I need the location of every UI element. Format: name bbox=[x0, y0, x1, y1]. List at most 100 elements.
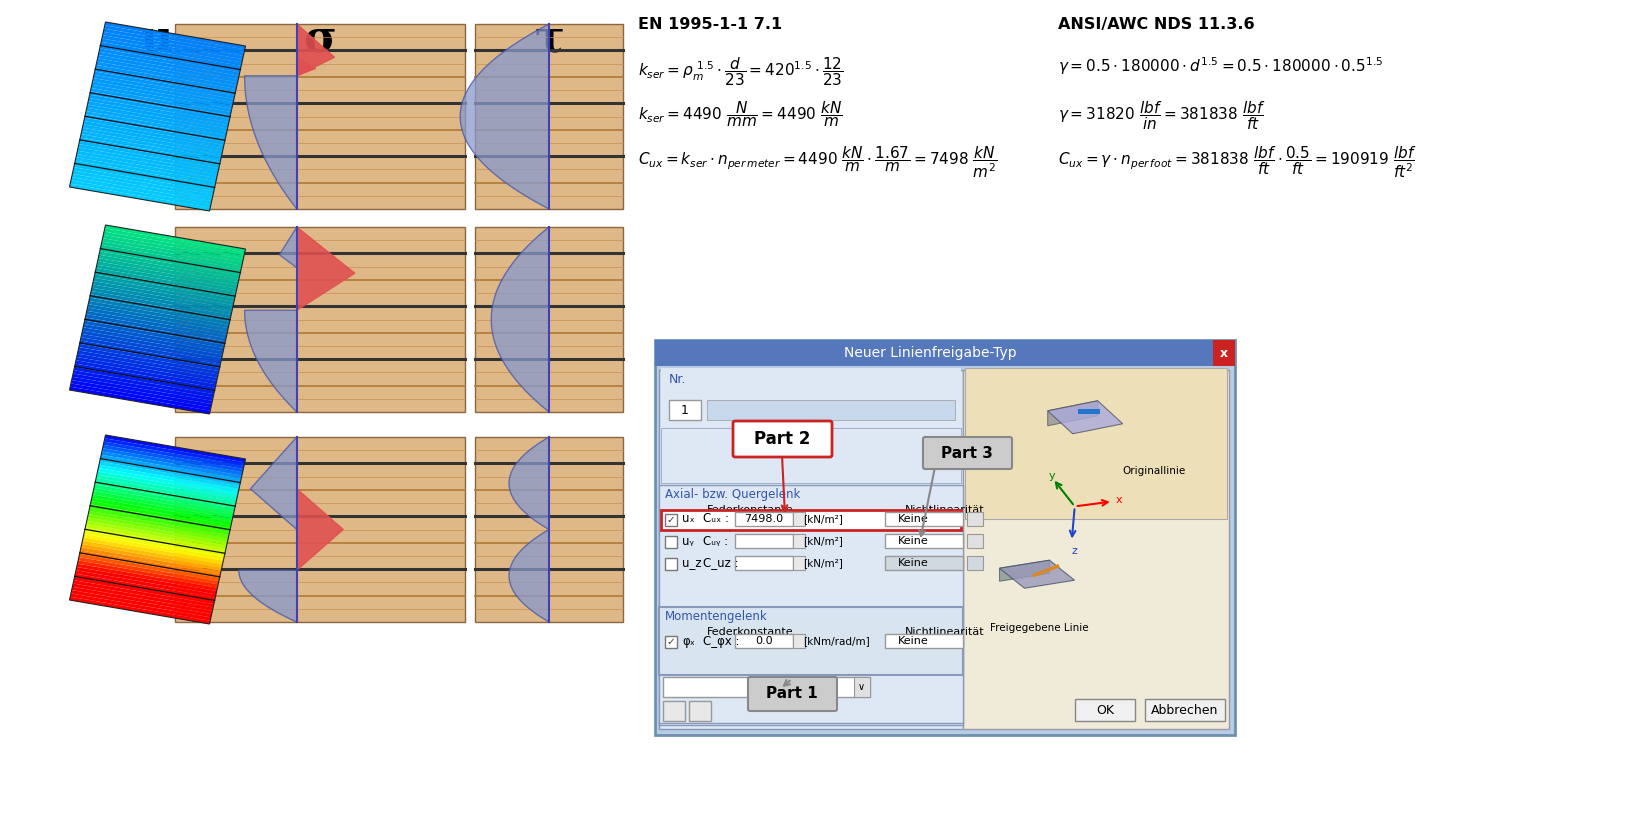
Polygon shape bbox=[99, 465, 238, 492]
Bar bbox=[794, 556, 805, 570]
Text: Neuer Linienfreigabe-Typ: Neuer Linienfreigabe-Typ bbox=[845, 346, 1017, 360]
Text: [kN/m²]: [kN/m²] bbox=[803, 558, 843, 568]
Polygon shape bbox=[82, 124, 223, 152]
Polygon shape bbox=[250, 437, 297, 529]
Bar bbox=[854, 677, 869, 697]
Bar bbox=[656, 340, 1236, 366]
Bar bbox=[665, 536, 677, 548]
Polygon shape bbox=[95, 65, 237, 92]
Polygon shape bbox=[72, 587, 212, 614]
Text: Keine: Keine bbox=[899, 558, 928, 568]
Polygon shape bbox=[74, 574, 215, 600]
Bar bbox=[1145, 699, 1226, 721]
Bar bbox=[706, 400, 955, 420]
Polygon shape bbox=[999, 560, 1075, 588]
Text: $C_{ux} = \gamma \cdot n_{per\,foot} = 381838\ \dfrac{lbf}{ft} \cdot \dfrac{0.5}: $C_{ux} = \gamma \cdot n_{per\,foot} = 3… bbox=[1058, 145, 1416, 181]
Polygon shape bbox=[77, 150, 217, 178]
Polygon shape bbox=[85, 114, 225, 141]
Polygon shape bbox=[102, 239, 243, 266]
Polygon shape bbox=[87, 304, 228, 332]
Polygon shape bbox=[81, 131, 222, 158]
Polygon shape bbox=[81, 544, 222, 571]
Polygon shape bbox=[99, 252, 240, 279]
Polygon shape bbox=[99, 48, 240, 76]
Text: $k_{ser} = \rho_m^{\ 1.5} \cdot \dfrac{d}{23} = 420^{1.5} \cdot \dfrac{12}{23}$: $k_{ser} = \rho_m^{\ 1.5} \cdot \dfrac{d… bbox=[637, 55, 843, 87]
Polygon shape bbox=[90, 88, 232, 115]
Polygon shape bbox=[102, 235, 243, 262]
Bar bbox=[886, 634, 963, 648]
Polygon shape bbox=[82, 538, 223, 565]
Text: $C_{ux} = k_{ser} \cdot n_{per\,meter} = 4490\ \dfrac{kN}{m} \cdot \dfrac{1.67}{: $C_{ux} = k_{ser} \cdot n_{per\,meter} =… bbox=[637, 145, 997, 181]
Polygon shape bbox=[76, 360, 215, 387]
Polygon shape bbox=[85, 108, 227, 135]
Text: x: x bbox=[1221, 346, 1227, 359]
Polygon shape bbox=[72, 373, 214, 401]
Polygon shape bbox=[279, 227, 297, 268]
Polygon shape bbox=[95, 68, 235, 96]
Polygon shape bbox=[104, 29, 245, 56]
Text: Kommentar: Kommentar bbox=[665, 677, 734, 690]
Polygon shape bbox=[94, 275, 235, 301]
Text: 1: 1 bbox=[682, 404, 688, 417]
Polygon shape bbox=[97, 475, 237, 502]
Polygon shape bbox=[102, 32, 243, 59]
Polygon shape bbox=[100, 248, 240, 275]
Polygon shape bbox=[82, 127, 222, 155]
Text: Freigegebene Linie: Freigegebene Linie bbox=[989, 623, 1088, 633]
Polygon shape bbox=[90, 498, 232, 525]
Polygon shape bbox=[102, 35, 243, 62]
Polygon shape bbox=[85, 520, 227, 548]
Polygon shape bbox=[90, 291, 232, 319]
Polygon shape bbox=[76, 570, 215, 597]
Text: 7498.0: 7498.0 bbox=[744, 514, 784, 524]
Text: Keine: Keine bbox=[899, 514, 928, 524]
Polygon shape bbox=[97, 61, 237, 89]
Bar bbox=[794, 512, 805, 526]
Text: y: y bbox=[1048, 471, 1055, 481]
Polygon shape bbox=[81, 134, 222, 162]
Polygon shape bbox=[76, 158, 215, 185]
Bar bbox=[968, 512, 983, 526]
Polygon shape bbox=[79, 137, 220, 165]
Bar bbox=[475, 227, 623, 412]
Polygon shape bbox=[104, 438, 245, 466]
Polygon shape bbox=[99, 462, 240, 489]
Polygon shape bbox=[95, 478, 237, 505]
Polygon shape bbox=[85, 310, 227, 338]
Text: C_uz :: C_uz : bbox=[703, 556, 739, 569]
Polygon shape bbox=[90, 504, 230, 532]
Polygon shape bbox=[71, 380, 212, 408]
Bar bbox=[660, 428, 961, 483]
Polygon shape bbox=[72, 377, 212, 404]
Text: 0.0: 0.0 bbox=[756, 636, 772, 646]
Bar bbox=[1075, 699, 1135, 721]
Polygon shape bbox=[97, 55, 238, 83]
Bar bbox=[176, 24, 465, 209]
Polygon shape bbox=[102, 452, 242, 479]
Text: Nr.: Nr. bbox=[669, 373, 687, 386]
Polygon shape bbox=[89, 297, 230, 325]
Polygon shape bbox=[76, 357, 217, 384]
Text: Cᵤₓ :: Cᵤₓ : bbox=[703, 512, 729, 525]
Polygon shape bbox=[92, 82, 233, 109]
Text: Nichtlinearität: Nichtlinearität bbox=[905, 505, 984, 515]
Text: ANSI/AWC NDS 11.3.6: ANSI/AWC NDS 11.3.6 bbox=[1058, 17, 1255, 32]
Text: $k_{ser} = 4490\ \dfrac{N}{mm} = 4490\ \dfrac{kN}{m}$: $k_{ser} = 4490\ \dfrac{N}{mm} = 4490\ \… bbox=[637, 99, 843, 129]
Polygon shape bbox=[95, 271, 235, 298]
Polygon shape bbox=[97, 58, 238, 86]
Text: Part 3: Part 3 bbox=[941, 445, 992, 461]
Text: Momentengelenk: Momentengelenk bbox=[665, 610, 767, 623]
Polygon shape bbox=[92, 284, 233, 312]
Polygon shape bbox=[82, 328, 223, 355]
Polygon shape bbox=[89, 301, 228, 328]
Polygon shape bbox=[69, 386, 210, 414]
Polygon shape bbox=[1048, 401, 1098, 426]
Polygon shape bbox=[84, 324, 223, 351]
Bar bbox=[964, 368, 1227, 519]
Polygon shape bbox=[72, 167, 214, 194]
Bar bbox=[659, 485, 963, 725]
Polygon shape bbox=[87, 514, 228, 542]
Polygon shape bbox=[82, 331, 222, 358]
Polygon shape bbox=[85, 314, 227, 342]
Polygon shape bbox=[72, 370, 214, 398]
